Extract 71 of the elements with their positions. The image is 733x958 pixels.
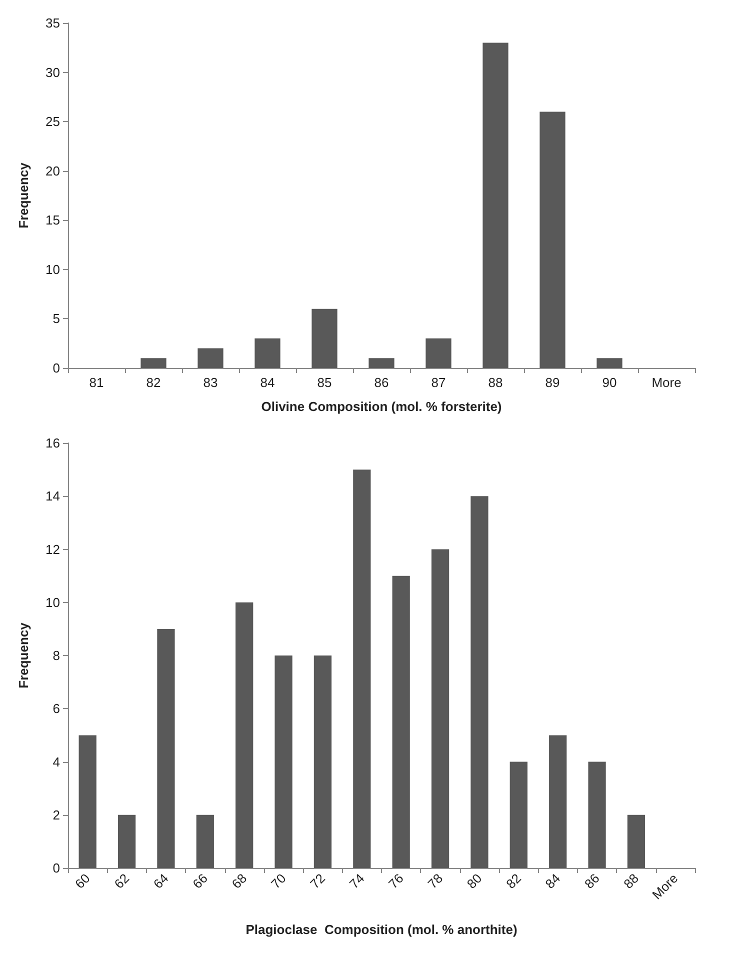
bar [254,338,280,368]
x-tick-label: 66 [190,870,210,892]
bar [588,762,606,868]
bar [198,348,224,368]
x-tick-label: 84 [542,870,564,892]
bar [627,814,646,868]
bar [431,549,450,868]
bar [118,814,136,868]
x-tick-label: 68 [228,870,250,892]
y-tick-label: 12 [46,542,60,557]
x-tick-label: 72 [307,870,328,892]
y-tick-label: 10 [46,594,60,610]
bar [314,656,332,868]
bar [353,470,371,868]
y-tick-label: 15 [46,212,60,228]
x-axis-title: Plagioclase Composition (mol. % anorthite) [246,922,518,937]
x-tick-label: 88 [620,870,642,892]
x-tick-label: 64 [150,870,172,892]
bar [540,112,566,368]
y-tick-label: 6 [52,701,60,716]
x-tick-label: 74 [346,870,368,892]
bar [368,358,394,368]
x-tick-label: 82 [503,870,524,892]
y-tick-label: 4 [52,754,60,770]
x-tick-label: 87 [431,375,446,390]
bar [392,576,410,868]
x-tick-label: 86 [374,375,389,390]
y-tick-label: 10 [46,262,60,277]
x-tick-label: 60 [72,870,93,892]
y-tick-label: 0 [52,860,60,876]
bar [236,602,254,868]
x-tick-label: 80 [464,870,485,892]
x-tick-label: 84 [260,375,275,390]
x-tick-label: 89 [545,375,560,390]
x-tick-label: 78 [424,870,446,892]
bar [274,656,292,868]
x-tick-label: 62 [111,870,132,892]
y-tick-label: 14 [46,488,60,504]
bar [596,358,622,368]
x-tick-label: 82 [146,375,161,390]
x-tick-label: 83 [203,375,218,390]
y-tick-label: 5 [52,311,60,326]
y-tick-label: 25 [46,114,60,130]
bar [549,735,567,868]
bar [470,496,488,868]
bar [482,42,508,368]
y-axis-title: Frequency [16,162,31,228]
bar [78,735,96,868]
x-axis-title: Olivine Composition (mol. % forsterite) [261,399,502,414]
y-tick-label: 30 [46,64,60,80]
bar [157,628,175,868]
y-tick-label: 20 [46,163,60,178]
x-tick-label: More [652,375,682,390]
y-tick-label: 0 [52,360,60,376]
y-tick-label: 35 [46,16,60,30]
y-axis-title: Frequency [16,622,31,688]
x-tick-label: 76 [386,870,406,892]
x-tick-label: 70 [268,870,289,892]
bar [312,308,338,368]
x-tick-label: 88 [488,375,503,390]
bar [140,358,166,368]
x-tick-label: 90 [602,375,617,390]
bar [196,814,214,868]
bar [426,338,452,368]
y-tick-label: 2 [52,807,60,822]
x-tick-label: 86 [582,870,602,892]
bar [510,762,528,868]
y-tick-label: 8 [52,648,60,663]
y-tick-label: 16 [46,436,60,450]
x-tick-label: 85 [317,375,332,390]
x-tick-label: 81 [89,375,104,390]
